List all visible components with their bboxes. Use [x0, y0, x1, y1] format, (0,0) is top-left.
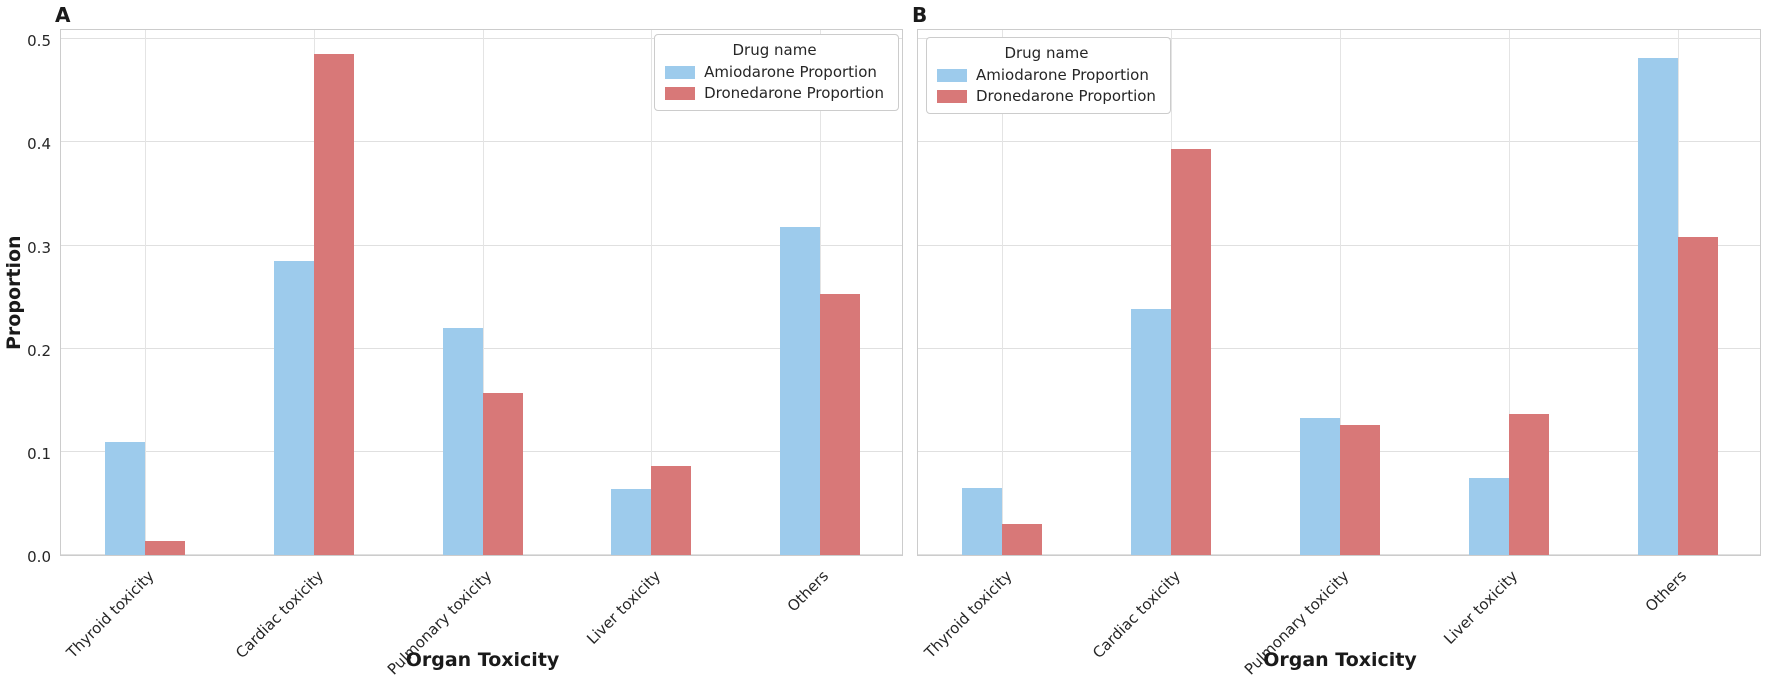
- panel-label-b: B: [912, 3, 928, 27]
- gridline-v: [1002, 30, 1004, 555]
- bar-dronedarone-proportion: [313, 53, 354, 555]
- legend-entry: Amiodarone Proportion: [937, 66, 1156, 84]
- y-tick-label: 0.2: [27, 341, 51, 360]
- x-axis-title: Organ Toxicity: [1263, 649, 1417, 671]
- bar-amiodarone-proportion: [442, 328, 483, 555]
- legend-title: Drug name: [1004, 44, 1089, 62]
- bar-group-thyroid-toxicity: [105, 441, 186, 555]
- y-tick-label: 0.0: [27, 548, 51, 566]
- bar-dronedarone-proportion: [1677, 237, 1718, 555]
- bar-group-cardiac-toxicity: [273, 53, 354, 555]
- plot-area-a: A Thyroid toxicity Cardiac toxicity Pulmona…: [3, 3, 903, 678]
- x-tick-label: Liver toxicity: [1440, 567, 1522, 648]
- gridline-h: [918, 141, 1760, 143]
- x-axis-title: Organ Toxicity: [405, 649, 560, 671]
- gridline-v: [482, 30, 484, 555]
- gridline-h: [61, 38, 902, 40]
- y-tick-label: 0.4: [27, 135, 51, 154]
- bar-amiodarone-proportion: [273, 261, 314, 555]
- gridline-v: [145, 30, 147, 555]
- gridline-v: [651, 30, 653, 555]
- plot-area-b: B Thyroid toxicity Cardiac toxicity Pulmona…: [912, 3, 1761, 678]
- gridline-h: [61, 141, 902, 143]
- bar-group-liver-toxicity: [611, 466, 692, 555]
- gridline-h: [918, 244, 1760, 246]
- bar-group-pulmonary-toxicity: [442, 328, 523, 555]
- bar-group-liver-toxicity: [1468, 413, 1549, 555]
- x-tick-label: Others: [1641, 567, 1691, 616]
- y-tick-label: 0.3: [27, 238, 51, 257]
- bar-dronedarone-proportion: [1340, 425, 1380, 555]
- bar-amiodarone-proportion: [1300, 417, 1340, 555]
- gridline-v: [1508, 30, 1510, 555]
- bar-dronedarone-proportion: [145, 540, 186, 555]
- x-tick-label: Cardiac toxicity: [231, 567, 327, 662]
- gridline-h: [918, 38, 1760, 40]
- bar-group-thyroid-toxicity: [962, 487, 1043, 555]
- bar-dronedarone-proportion: [819, 294, 860, 555]
- bar-amiodarone-proportion: [611, 489, 652, 555]
- x-tick-label: Liver toxicity: [582, 567, 664, 648]
- bar-dronedarone-proportion: [1002, 524, 1043, 555]
- legend-label: Amiodarone Proportion: [976, 66, 1149, 84]
- bar-amiodarone-proportion: [779, 227, 820, 555]
- legend: Drug name Amiodarone Proportion Dronedaron…: [654, 34, 899, 111]
- legend-label: Amiodarone Proportion: [704, 63, 877, 81]
- x-tick-label: Thyroid toxicity: [63, 567, 159, 662]
- bar-amiodarone-proportion: [962, 487, 1003, 555]
- x-tick-label: Cardiac toxicity: [1088, 567, 1184, 662]
- gridline-v: [819, 30, 821, 555]
- legend-entry: Amiodarone Proportion: [665, 63, 884, 81]
- bar-group-others: [1637, 57, 1718, 555]
- legend-entry: Dronedarone Proportion: [665, 84, 884, 102]
- legend-label: Dronedarone Proportion: [704, 84, 884, 102]
- x-tick-label: Thyroid toxicity: [920, 567, 1016, 662]
- legend-label: Dronedarone Proportion: [976, 87, 1156, 105]
- bar-dronedarone-proportion: [482, 393, 523, 555]
- y-tick-label: 0.5: [27, 32, 51, 51]
- bar-dronedarone-proportion: [1171, 148, 1212, 555]
- panel-label-a: A: [55, 3, 71, 27]
- legend-swatch: [665, 86, 696, 100]
- gridline-h: [918, 347, 1760, 349]
- legend-swatch: [665, 65, 696, 79]
- y-axis-title: Proportion: [3, 235, 25, 350]
- legend: Drug name Amiodarone Proportion Dronedaron…: [926, 37, 1171, 114]
- legend-title: Drug name: [732, 41, 817, 59]
- bar-dronedarone-proportion: [1508, 413, 1549, 555]
- legend-entry: Dronedarone Proportion: [937, 87, 1156, 105]
- gridline-h: [61, 244, 902, 246]
- bar-amiodarone-proportion: [1468, 477, 1509, 555]
- bar-group-others: [779, 227, 860, 555]
- x-tick-label: Others: [784, 567, 833, 616]
- bar-amiodarone-proportion: [105, 441, 146, 555]
- legend-swatch: [937, 68, 967, 82]
- bar-dronedarone-proportion: [651, 466, 692, 555]
- bar-group-pulmonary-toxicity: [1300, 417, 1380, 555]
- y-tick-label: 0.1: [27, 444, 51, 463]
- bar-amiodarone-proportion: [1637, 57, 1678, 555]
- bar-amiodarone-proportion: [1131, 308, 1172, 555]
- legend-swatch: [937, 89, 967, 103]
- gridline-v: [1340, 30, 1341, 555]
- bar-group-cardiac-toxicity: [1131, 148, 1212, 555]
